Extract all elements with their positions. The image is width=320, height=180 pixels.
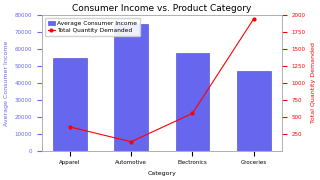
Bar: [237, 71, 271, 150]
Title: Consumer Income vs. Product Category: Consumer Income vs. Product Category: [72, 4, 252, 13]
Y-axis label: Average Consumer Income: Average Consumer Income: [4, 40, 9, 126]
Bar: [53, 58, 87, 150]
Total Quantity Demanded: [68, 126, 72, 128]
Y-axis label: Total Quantity Demanded: Total Quantity Demanded: [311, 42, 316, 123]
Bar: [176, 53, 209, 150]
X-axis label: Category: Category: [147, 171, 176, 176]
Total Quantity Demanded: [252, 18, 256, 20]
Bar: [114, 24, 148, 150]
Line: Total Quantity Demanded: Total Quantity Demanded: [68, 17, 255, 143]
Total Quantity Demanded: [129, 141, 133, 143]
Total Quantity Demanded: [190, 112, 194, 114]
Legend: Average Consumer Income, Total Quantity Demanded: Average Consumer Income, Total Quantity …: [45, 18, 140, 36]
